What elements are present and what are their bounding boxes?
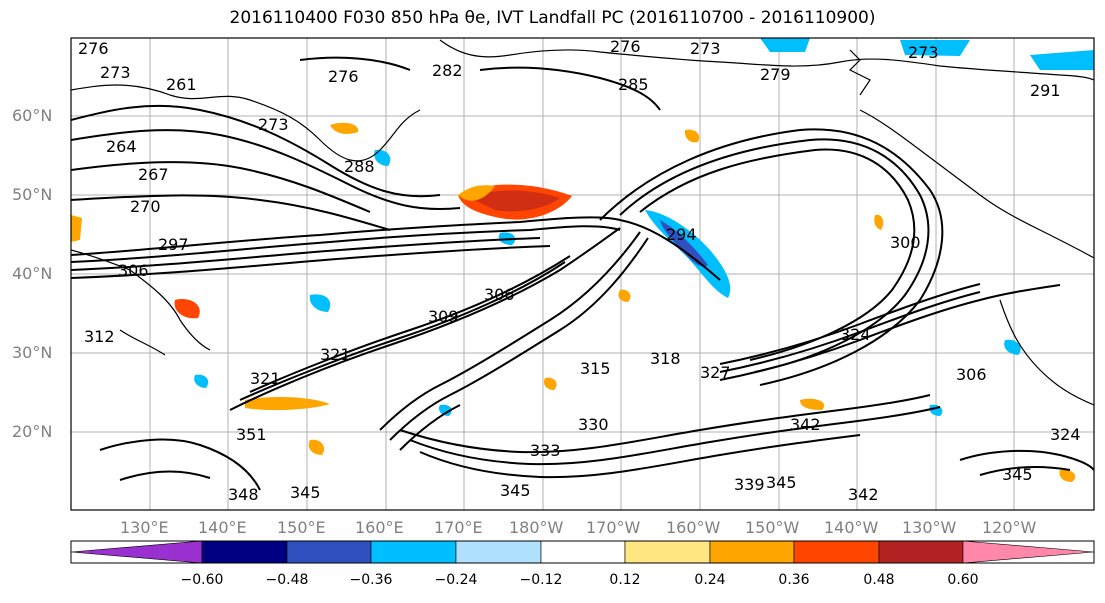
lon-label: 150°E	[277, 518, 326, 537]
colorbar-segment	[370, 540, 457, 564]
contour-label: 276	[610, 37, 641, 56]
lat-label: 50°N	[12, 185, 53, 204]
contour-label: 315	[580, 359, 611, 378]
contour-label: 273	[258, 115, 289, 134]
lon-label: 130°W	[902, 518, 957, 537]
colorbar-tick-label: −0.36	[349, 572, 393, 588]
colorbar-segment	[286, 540, 372, 564]
lat-label: 40°N	[12, 264, 53, 283]
colorbar-tick-label: −0.24	[434, 572, 478, 588]
theta-e-contours	[71, 56, 1094, 491]
lon-label: 160°W	[666, 518, 721, 537]
contour-label: 273	[908, 43, 939, 62]
contour-label: 333	[530, 441, 561, 460]
contour-label: 294	[666, 225, 697, 244]
contour-label: 273	[100, 63, 131, 82]
colorbar-segment	[540, 540, 626, 564]
colorbar-tick-label: 0.12	[609, 572, 641, 588]
contour-label: 342	[790, 415, 821, 434]
colorbar-tick-label: −0.60	[180, 572, 224, 588]
contour-label: 288	[344, 157, 375, 176]
contour-label: 330	[578, 415, 609, 434]
coastlines	[71, 39, 1094, 406]
contour-label: 339	[734, 475, 765, 494]
colorbar-tick-label: 0.36	[778, 572, 810, 588]
contour-label: 345	[1002, 465, 1033, 484]
contour-label: 318	[650, 349, 681, 368]
lon-label: 170°W	[586, 518, 641, 537]
contour-label: 309	[428, 307, 459, 326]
contour-label: 345	[500, 481, 531, 500]
contour-label: 324	[840, 325, 871, 344]
contour-label: 321	[320, 345, 351, 364]
lon-label: 170°E	[434, 518, 483, 537]
contour-label: 348	[228, 485, 259, 504]
contour-label: 306	[118, 261, 149, 280]
colorbar-segment	[962, 540, 1095, 564]
contour-labels: 276 273 261 273 264 267 270 276 282 276 …	[78, 37, 1081, 504]
contour-label: 345	[290, 483, 321, 502]
colorbar-segment	[793, 540, 880, 564]
contour-label: 282	[432, 61, 463, 80]
colorbar-tick-label: −0.48	[265, 572, 309, 588]
lon-label: 140°E	[198, 518, 247, 537]
contour-label: 285	[618, 75, 649, 94]
lon-label: 120°W	[982, 518, 1037, 537]
colorbar-tick-label: −0.12	[519, 572, 563, 588]
contour-label: 297	[158, 235, 189, 254]
lat-label: 30°N	[12, 343, 53, 362]
colorbar-tick-label: 0.60	[947, 572, 979, 588]
contour-label: 270	[130, 197, 161, 216]
colorbar-segment	[70, 540, 203, 564]
contour-label: 321	[250, 369, 281, 388]
contour-label: 273	[690, 39, 721, 58]
contour-label: 351	[236, 425, 267, 444]
contour-label: 300	[890, 233, 921, 252]
contour-label: 261	[166, 75, 197, 94]
colorbar-tick-label: 0.48	[863, 572, 895, 588]
contour-label: 327	[700, 363, 731, 382]
lon-label: 140°W	[824, 518, 879, 537]
contour-label: 345	[766, 473, 797, 492]
colorbar	[70, 540, 1095, 564]
lat-label: 60°N	[12, 106, 53, 125]
colorbar-tick-label: 0.24	[694, 572, 726, 588]
map-title: 2016110400 F030 850 hPa θe, IVT Landfall…	[229, 8, 876, 28]
lon-label: 150°W	[745, 518, 800, 537]
lon-label: 160°E	[355, 518, 404, 537]
colorbar-segment	[878, 540, 964, 564]
contour-label: 264	[106, 137, 137, 156]
map-panel: 276 273 261 273 264 267 270 276 282 276 …	[70, 37, 1095, 511]
contour-label: 342	[848, 485, 879, 504]
contour-label: 276	[78, 39, 109, 58]
lon-label: 130°E	[120, 518, 169, 537]
colorbar-segment	[624, 540, 711, 564]
lon-label: 180°W	[509, 518, 564, 537]
contour-label: 306	[484, 285, 515, 304]
contour-label: 312	[84, 327, 115, 346]
contour-label: 306	[956, 365, 987, 384]
contour-label: 291	[1030, 81, 1061, 100]
contour-label: 324	[1050, 425, 1081, 444]
colorbar-segment	[709, 540, 795, 564]
lat-label: 20°N	[12, 422, 53, 441]
contour-label: 279	[760, 65, 791, 84]
colorbar-segment	[201, 540, 288, 564]
contour-label: 267	[138, 165, 169, 184]
colorbar-segment	[455, 540, 542, 564]
contour-label: 276	[328, 67, 359, 86]
